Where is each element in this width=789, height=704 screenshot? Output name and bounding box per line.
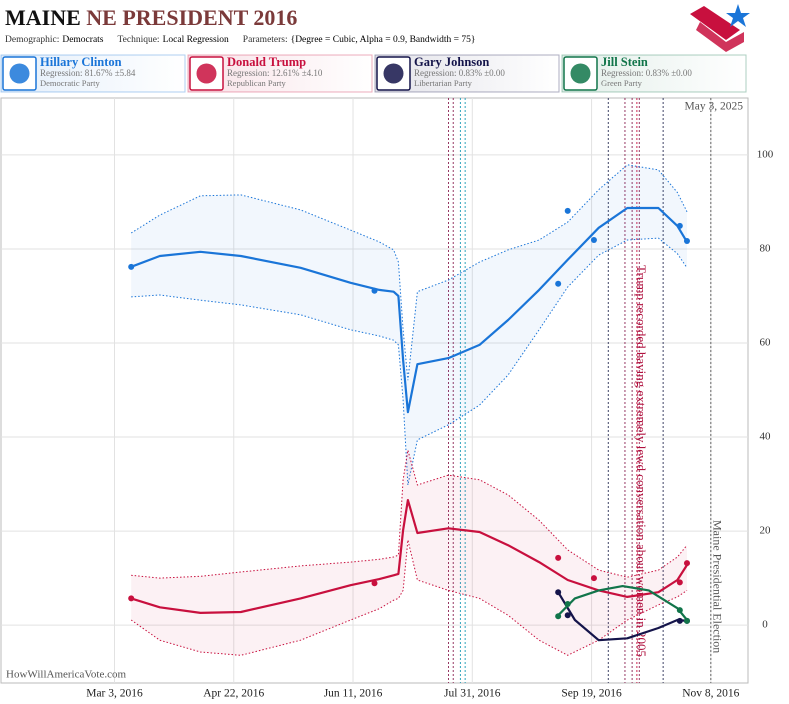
x-tick-label: Jun 11, 2016 bbox=[324, 688, 383, 700]
poll-point bbox=[564, 600, 571, 607]
y-tick-label: 80 bbox=[760, 242, 772, 254]
annotation: Trump recorded having extremely lewd con… bbox=[634, 265, 649, 657]
parameter-value: Democrats bbox=[62, 35, 103, 45]
poll-point bbox=[555, 613, 562, 620]
poll-point bbox=[683, 237, 690, 244]
poll-point bbox=[371, 287, 378, 294]
legend-icon-glyph bbox=[9, 63, 30, 84]
regression-line bbox=[130, 206, 688, 414]
poll-point bbox=[555, 554, 562, 561]
source: HowWillAmericaVote.com bbox=[6, 669, 126, 681]
poll-point bbox=[564, 207, 571, 214]
legend-icon-glyph bbox=[383, 63, 404, 84]
legend-icon-glyph bbox=[570, 63, 591, 84]
parameter-label: Demographic: bbox=[5, 35, 59, 45]
poll-point bbox=[128, 595, 135, 602]
subtitle: Demographic: Democrats Technique: Local Reg… bbox=[5, 35, 475, 45]
legend-party: Libertarian Party bbox=[414, 78, 473, 88]
legend-party: Republican Party bbox=[227, 78, 287, 88]
legend-name: Hillary Clinton bbox=[40, 55, 122, 69]
poll-point bbox=[555, 280, 562, 287]
legend-regression: Regression: 0.83% ±0.00 bbox=[414, 68, 505, 78]
band-lower bbox=[131, 237, 688, 486]
plot-frame bbox=[0, 97, 749, 684]
legend-name: Jill Stein bbox=[601, 55, 648, 69]
parameter-label: Parameters: bbox=[243, 35, 288, 45]
y-tick-label: 100 bbox=[757, 148, 774, 160]
title-state: MAINE bbox=[5, 5, 81, 30]
parameter-value: Local Regression bbox=[163, 35, 229, 45]
annotation: Maine Presidential Election bbox=[710, 520, 724, 653]
y-tick-label: 40 bbox=[760, 431, 772, 443]
title-race: NE PRESIDENT 2016 bbox=[86, 5, 297, 30]
band-upper bbox=[131, 450, 688, 579]
date-stamp: May 3, 2025 bbox=[685, 101, 744, 113]
x-tick-label: Jul 31, 2016 bbox=[444, 688, 501, 700]
y-tick-label: 60 bbox=[760, 337, 772, 349]
chart-title: MAINE NE PRESIDENT 2016 bbox=[5, 5, 297, 30]
poll-point bbox=[683, 617, 690, 624]
poll-point bbox=[590, 575, 597, 582]
poll-point bbox=[555, 589, 562, 596]
band-lower bbox=[130, 539, 688, 656]
legend-party: Green Party bbox=[601, 78, 643, 88]
parameter-value: {Degree = Cubic, Alpha = 0.9, Bandwidth … bbox=[291, 35, 476, 45]
y-tick-label: 20 bbox=[760, 525, 772, 537]
regression-line bbox=[130, 499, 688, 614]
poll-point bbox=[564, 612, 571, 619]
legend-regression: Regression: 0.83% ±0.00 bbox=[601, 68, 692, 78]
confidence-band bbox=[131, 450, 687, 656]
poll-point bbox=[676, 607, 683, 614]
poll-point bbox=[676, 222, 683, 229]
poll-point bbox=[683, 560, 690, 567]
poll-point bbox=[590, 237, 597, 244]
x-tick-label: Sep 19, 2016 bbox=[561, 688, 622, 700]
x-tick-label: Apr 22, 2016 bbox=[203, 688, 264, 700]
x-tick-label: Mar 3, 2016 bbox=[86, 688, 143, 700]
regression-line bbox=[557, 585, 688, 621]
poll-point bbox=[371, 580, 378, 587]
parameter-label: Technique: bbox=[118, 35, 160, 45]
x-tick-label: Nov 8, 2016 bbox=[682, 688, 739, 700]
legend-icon-glyph bbox=[196, 63, 217, 84]
band-upper bbox=[130, 164, 688, 381]
confidence-band bbox=[131, 164, 687, 486]
legend-regression: Regression: 81.67% ±5.84 bbox=[40, 68, 136, 78]
legend-name: Gary Johnson bbox=[414, 55, 489, 69]
poll-point bbox=[676, 617, 683, 624]
y-tick-label: 0 bbox=[762, 619, 768, 631]
legend-name: Donald Trump bbox=[227, 55, 306, 69]
logo bbox=[690, 4, 750, 52]
poll-point bbox=[128, 263, 135, 270]
legend-party: Democratic Party bbox=[40, 78, 100, 88]
legend-regression: Regression: 12.61% ±4.10 bbox=[227, 68, 323, 78]
poll-point bbox=[676, 579, 683, 586]
